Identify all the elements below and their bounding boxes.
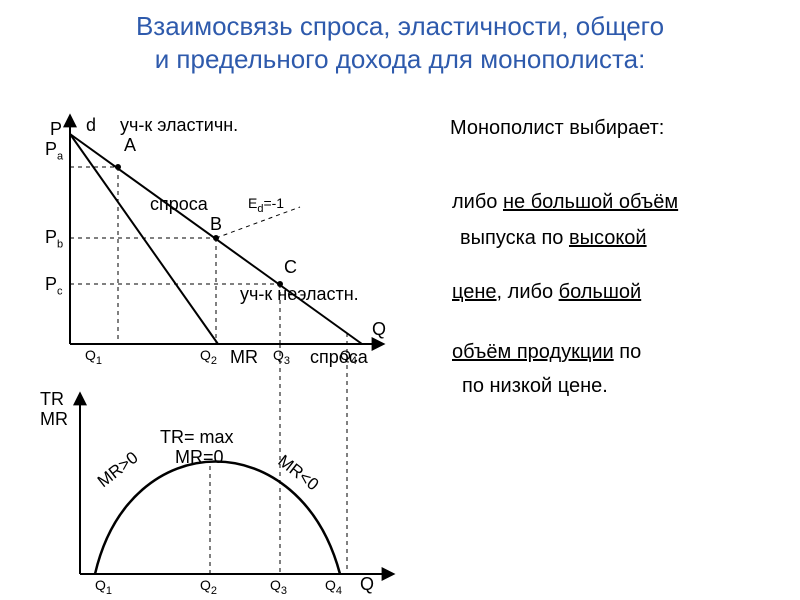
q-label-Q3: Q3 — [273, 347, 290, 367]
right-line-6: по низкой цене. — [462, 375, 608, 398]
point-label-A: A — [124, 135, 136, 156]
label-sprosa-top: спроса — [150, 194, 208, 215]
q2-label-Q2: Q2 — [200, 577, 217, 597]
axis-label-P: P — [50, 119, 62, 140]
axis-label-Q-top: Q — [372, 319, 386, 340]
axis-label-TR: TR — [40, 389, 64, 410]
right-line-3: выпуска по высокой — [460, 227, 647, 250]
axis-label-MR: MR — [40, 409, 68, 430]
label-TRmax: TR= max — [160, 427, 234, 448]
axis-label-Q-bottom: Q — [360, 574, 374, 595]
q-label-Q2: Q2 — [200, 347, 217, 367]
label-sprosa-right: спроса — [310, 347, 368, 368]
right-line-4: цене, либо большой — [452, 281, 641, 304]
title-line-1: Взаимосвязь спроса, эластичности, общего — [136, 11, 664, 41]
label-elastic: уч-к эластичн. — [120, 115, 238, 136]
q2-label-Q4: Q4 — [325, 577, 342, 597]
price-label-Pc: Pc — [45, 274, 63, 298]
right-line-1: Монополист выбирает: — [450, 117, 664, 140]
q2-label-Q3: Q3 — [270, 577, 287, 597]
label-Ed: Ed=-1 — [248, 195, 284, 215]
price-label-Pa: Pa — [45, 139, 63, 163]
label-MR0: MR=0 — [175, 447, 224, 468]
q-label-Q1: Q1 — [85, 347, 102, 367]
point-label-C: C — [284, 257, 297, 278]
diagram-svg — [0, 79, 800, 589]
right-line-2: либо не большой объём — [452, 191, 678, 214]
label-d: d — [86, 115, 96, 136]
q2-label-Q1: Q1 — [95, 577, 112, 597]
diagram-canvas: P d уч-к эластичн. Pa Pb Pc A B C спроса… — [0, 79, 800, 589]
label-MR-top: MR — [230, 347, 258, 368]
point-label-B: B — [210, 214, 222, 235]
title-line-2: и предельного дохода для монополиста: — [155, 44, 646, 74]
label-inelastic: уч-к неэластн. — [240, 284, 359, 305]
right-line-5: объём продукции по — [452, 341, 641, 364]
price-label-Pb: Pb — [45, 227, 63, 251]
